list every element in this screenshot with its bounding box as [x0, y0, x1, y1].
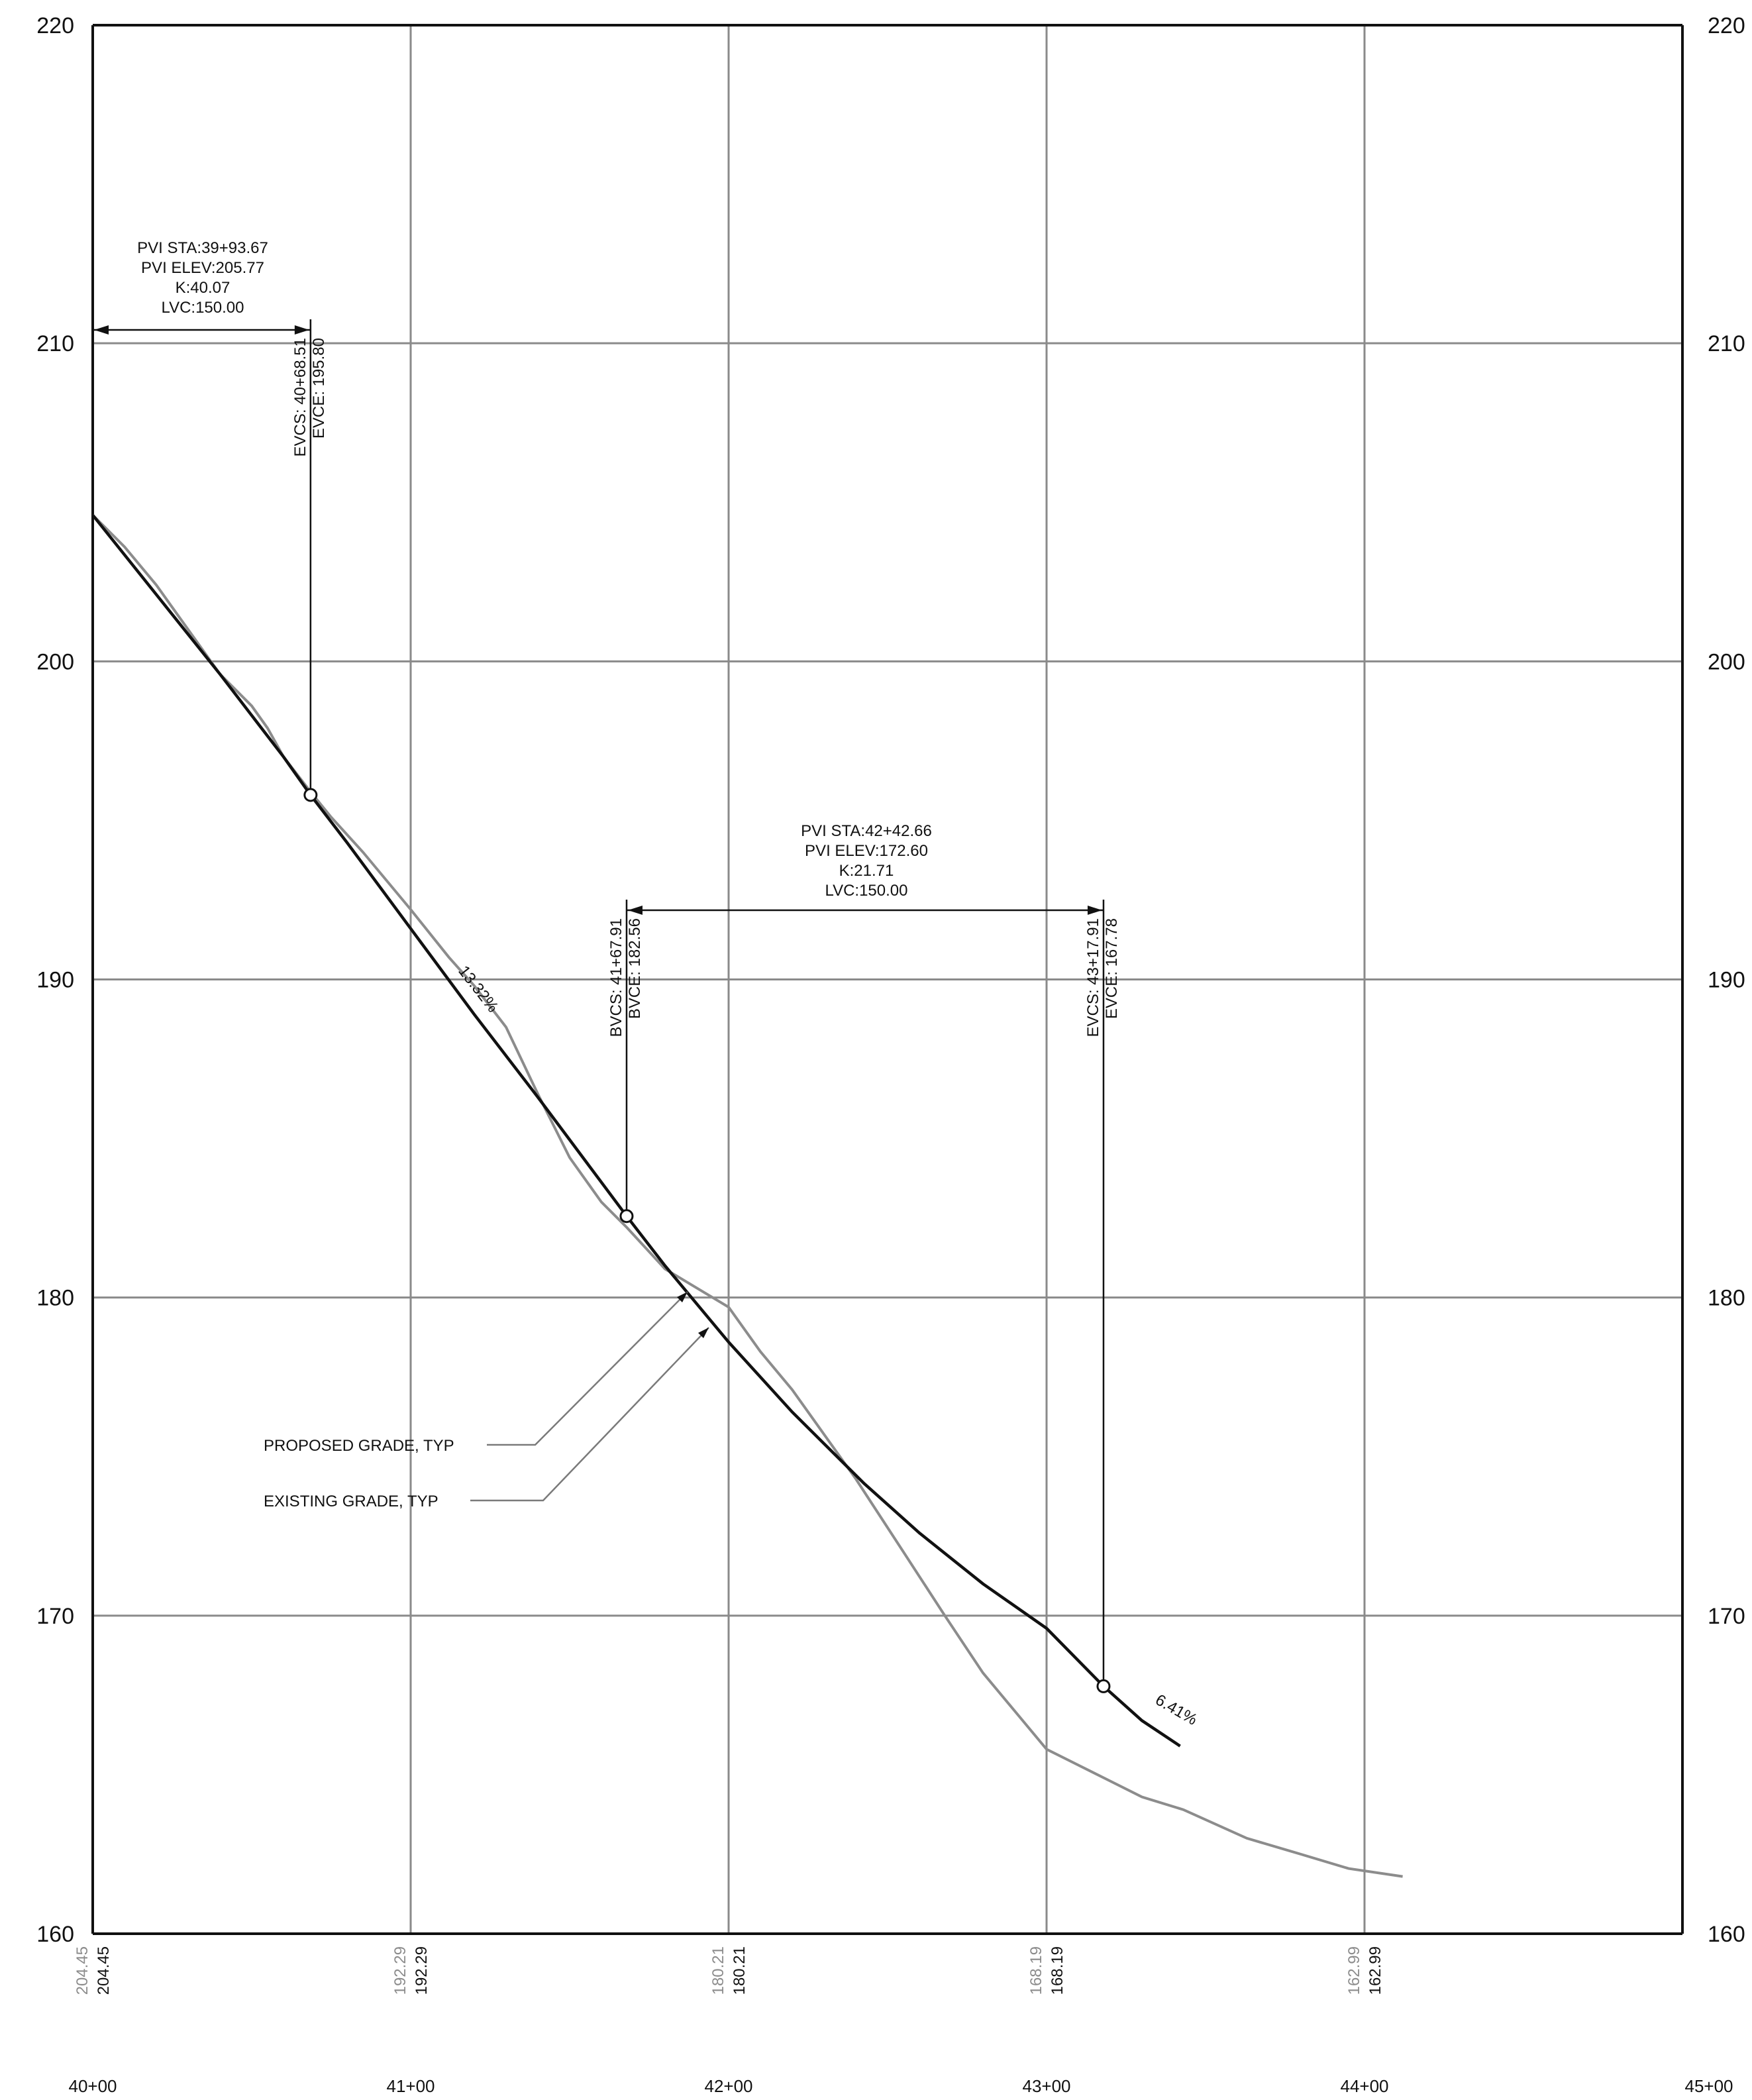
proposed-grade-note: PROPOSED GRADE, TYP — [264, 1437, 454, 1455]
y-tick-label-right: 190 — [1708, 968, 1745, 993]
grade-percent-label: 13.32% — [454, 963, 501, 1016]
curve1-evc-point — [303, 788, 318, 802]
existing-elevation-label: 168.19 — [1027, 1946, 1045, 1995]
series — [91, 514, 1403, 1878]
y-tick-label-left: 190 — [36, 968, 74, 993]
curve2-arrow-end — [1087, 906, 1102, 915]
x-tick-label: 41+00 — [386, 2076, 435, 2096]
proposed-elevation-label: 192.29 — [413, 1946, 431, 1995]
existing-elevation-label: 192.29 — [391, 1946, 409, 1995]
y-tick-label-right: 160 — [1708, 1922, 1745, 1947]
y-tick-label-right: 220 — [1708, 13, 1745, 38]
y-tick-label-left: 200 — [36, 649, 74, 674]
existing-grade-note: EXISTING GRADE, TYP — [264, 1493, 438, 1510]
proposed-elevation-label: 204.45 — [95, 1946, 113, 1995]
curve1-info-line: PVI STA:39+93.67 — [137, 239, 268, 257]
curve1-info-line: PVI ELEV:205.77 — [141, 259, 264, 277]
existing-grade-leader — [470, 1327, 709, 1502]
proposed-elevation-label: 168.19 — [1049, 1946, 1066, 1995]
existing-grade-line — [91, 514, 1403, 1878]
curve1-info-line: LVC:150.00 — [162, 299, 244, 317]
existing-elevation-label: 180.21 — [709, 1946, 727, 1995]
curve1-info-line: K:40.07 — [176, 279, 231, 297]
x-tick-label: 40+00 — [68, 2076, 117, 2096]
y-tick-label-right: 170 — [1708, 1604, 1745, 1629]
proposed-grade-leader — [487, 1291, 688, 1446]
curve1-evce-label: EVCE: 195.80 — [310, 338, 328, 439]
curve2-bvcs-label: BVCS: 41+67.91 — [607, 918, 625, 1037]
frame — [91, 25, 1684, 1934]
curve2-evc-point — [1096, 1679, 1111, 1693]
existing-elevation-label: 204.45 — [74, 1946, 91, 1995]
existing-elevation-label: 162.99 — [1345, 1946, 1363, 1995]
y-tick-label-right: 200 — [1708, 649, 1745, 674]
y-tick-label-right: 210 — [1708, 331, 1745, 356]
proposed-elevation-label: 180.21 — [731, 1946, 748, 1995]
proposed-grade-leader-arrow — [677, 1292, 688, 1302]
curve2-arrow-start — [627, 906, 643, 915]
x-tick-label: 42+00 — [704, 2076, 752, 2096]
curve2-info-line: LVC:150.00 — [825, 882, 908, 900]
x-tick-label: 44+00 — [1340, 2076, 1388, 2096]
y-tick-label-left: 170 — [36, 1604, 74, 1629]
annotations — [93, 319, 1111, 1693]
y-tick-label-left: 160 — [36, 1922, 74, 1947]
curve2-bvce-label: BVCE: 182.56 — [626, 918, 644, 1019]
x-tick-label: 45+00 — [1684, 2076, 1733, 2096]
proposed-elevation-label: 162.99 — [1366, 1946, 1384, 1995]
existing-grade-leader-arrow — [698, 1328, 709, 1338]
grid — [93, 24, 1682, 1935]
y-tick-label-right: 180 — [1708, 1286, 1745, 1311]
y-tick-label-left: 180 — [36, 1286, 74, 1311]
curve2-info-line: PVI STA:42+42.66 — [801, 822, 932, 840]
curve2-evcs-label: EVCS: 43+17.91 — [1084, 918, 1102, 1037]
labels: 160 160 170 170 180 180 190 190 200 200 210 210 220 2… — [36, 13, 1745, 2096]
x-tick-label: 43+00 — [1022, 2076, 1070, 2096]
curve2-info-line: PVI ELEV:172.60 — [805, 842, 928, 860]
proposed-grade-line — [91, 514, 1181, 1748]
curve2-info-line: K:21.71 — [839, 862, 894, 880]
y-tick-label-left: 220 — [36, 13, 74, 38]
curve1-arrow-start — [94, 325, 109, 335]
curve2-evce-label: EVCE: 167.78 — [1103, 918, 1121, 1019]
curve1-arrow-end — [294, 325, 309, 335]
curve1-evcs-label: EVCS: 40+68.51 — [291, 338, 309, 456]
curve2-bvc-point — [619, 1209, 634, 1224]
y-tick-label-left: 210 — [36, 331, 74, 356]
grade-percent-label: 6.41% — [1153, 1691, 1200, 1728]
